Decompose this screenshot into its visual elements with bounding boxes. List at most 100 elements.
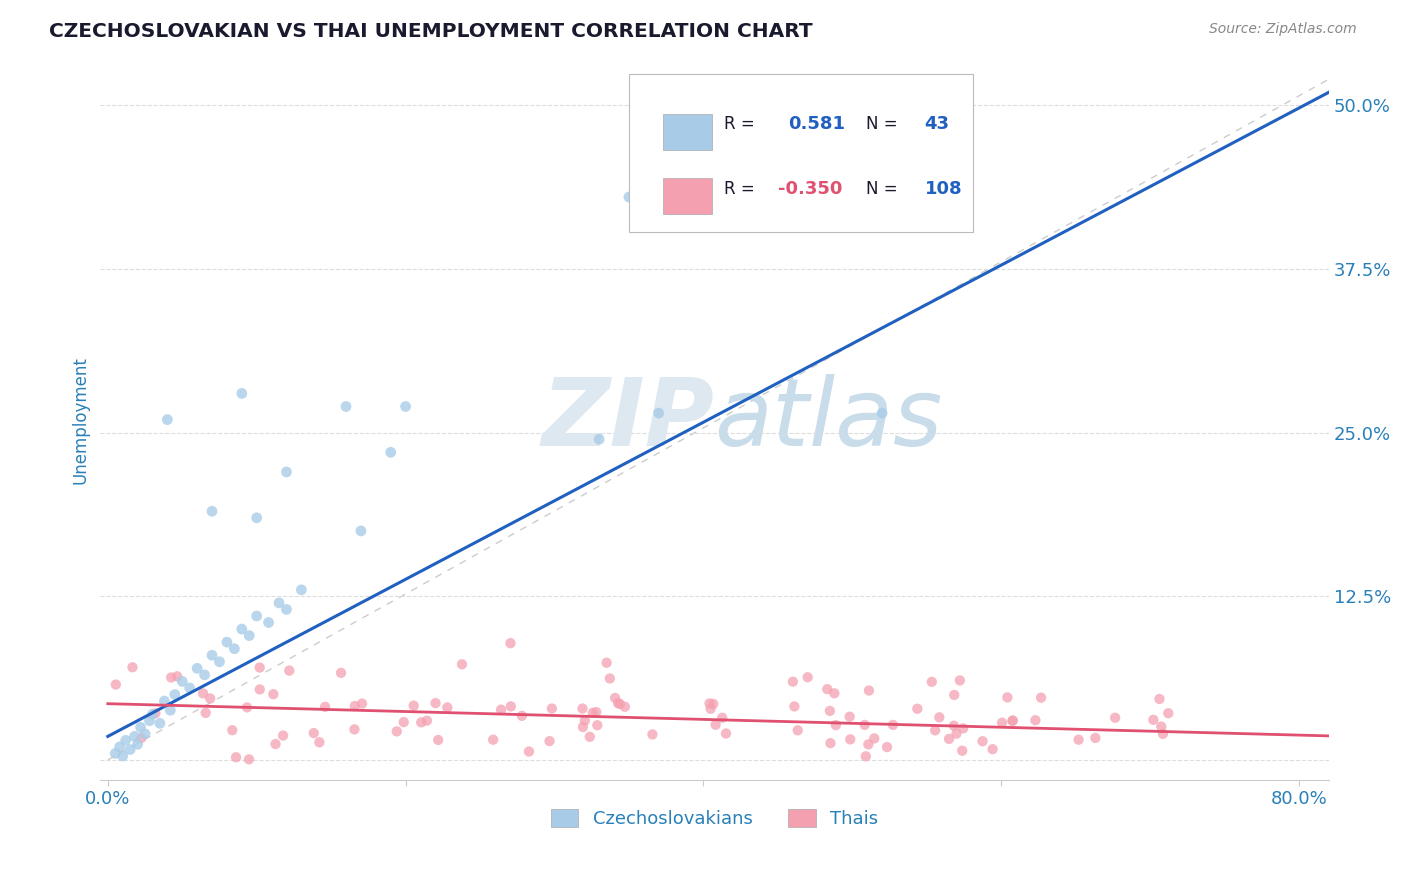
Y-axis label: Unemployment: Unemployment	[72, 356, 89, 483]
Point	[853, 718, 876, 732]
Text: 43: 43	[925, 115, 949, 134]
Point	[264, 737, 287, 751]
Point	[858, 683, 880, 698]
Point	[938, 731, 960, 746]
Point	[1024, 713, 1046, 727]
Point	[711, 711, 734, 725]
Point	[510, 709, 533, 723]
Point	[179, 681, 201, 695]
Text: R =: R =	[724, 180, 755, 198]
Point	[823, 686, 845, 700]
Point	[249, 682, 271, 697]
Point	[411, 715, 433, 730]
Point	[129, 720, 152, 734]
Point	[451, 657, 474, 672]
Point	[818, 704, 841, 718]
Point	[436, 700, 458, 714]
Point	[402, 698, 425, 713]
Point	[186, 661, 208, 675]
Point	[238, 752, 260, 766]
Point	[588, 432, 610, 446]
Point	[104, 677, 127, 691]
Point	[540, 701, 562, 715]
Point	[278, 664, 301, 678]
Point	[394, 400, 416, 414]
Point	[416, 714, 439, 728]
Point	[141, 707, 163, 722]
Point	[201, 504, 224, 518]
Point	[225, 750, 247, 764]
Point	[928, 710, 950, 724]
Point	[121, 660, 143, 674]
Point	[156, 412, 179, 426]
Point	[1029, 690, 1052, 705]
Point	[108, 739, 131, 754]
Point	[586, 718, 609, 732]
Point	[267, 596, 290, 610]
Text: CZECHOSLOVAKIAN VS THAI UNEMPLOYMENT CORRELATION CHART: CZECHOSLOVAKIAN VS THAI UNEMPLOYMENT COR…	[49, 22, 813, 41]
Point	[838, 709, 860, 723]
Point	[1142, 713, 1164, 727]
Point	[704, 717, 727, 731]
Point	[314, 699, 336, 714]
Point	[991, 715, 1014, 730]
Point	[599, 672, 621, 686]
Point	[972, 734, 994, 748]
Text: ZIP: ZIP	[541, 374, 714, 466]
Text: 108: 108	[925, 180, 962, 198]
Point	[153, 694, 176, 708]
Point	[1157, 706, 1180, 721]
Point	[194, 668, 217, 682]
Point	[702, 697, 724, 711]
Point	[163, 688, 186, 702]
Point	[335, 400, 357, 414]
Text: 0.581: 0.581	[789, 115, 845, 134]
Point	[942, 719, 965, 733]
Point	[949, 673, 972, 688]
Point	[571, 701, 593, 715]
Point	[127, 737, 149, 751]
FancyBboxPatch shape	[628, 74, 973, 233]
Point	[641, 727, 664, 741]
Point	[111, 749, 134, 764]
Point	[855, 749, 877, 764]
Point	[134, 727, 156, 741]
Point	[617, 190, 640, 204]
Point	[815, 682, 838, 697]
Point	[839, 732, 862, 747]
Text: R =: R =	[724, 115, 755, 134]
Point	[585, 705, 607, 719]
Point	[221, 723, 243, 738]
Point	[114, 733, 136, 747]
Point	[824, 718, 846, 732]
Point	[981, 742, 1004, 756]
Point	[201, 648, 224, 663]
Point	[231, 622, 253, 636]
Point	[786, 723, 808, 738]
Point	[943, 688, 966, 702]
Point	[198, 691, 221, 706]
Point	[499, 636, 522, 650]
Point	[714, 726, 737, 740]
Point	[249, 660, 271, 674]
Point	[191, 686, 214, 700]
Point	[166, 669, 188, 683]
Point	[648, 406, 671, 420]
Point	[699, 697, 721, 711]
Point	[104, 747, 127, 761]
Point	[350, 524, 373, 538]
Point	[427, 733, 450, 747]
Point	[352, 697, 374, 711]
Point	[876, 740, 898, 755]
Point	[952, 722, 974, 736]
Point	[343, 723, 366, 737]
FancyBboxPatch shape	[664, 113, 711, 150]
Point	[796, 670, 818, 684]
Point	[1001, 714, 1024, 728]
Point	[120, 742, 142, 756]
Point	[159, 703, 181, 717]
Point	[380, 445, 402, 459]
Text: N =: N =	[866, 180, 897, 198]
FancyBboxPatch shape	[664, 178, 711, 214]
Point	[271, 729, 294, 743]
